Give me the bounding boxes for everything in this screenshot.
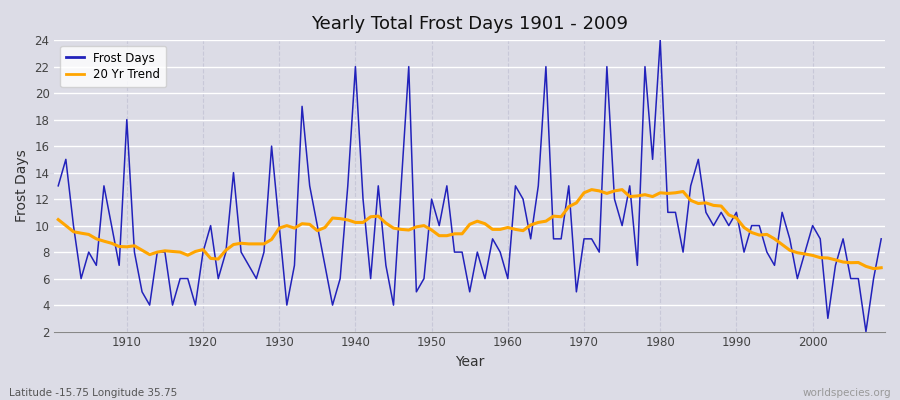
20 Yr Trend	[282, 223, 292, 228]
Frost Days	[327, 303, 338, 308]
Legend: Frost Days, 20 Yr Trend: Frost Days, 20 Yr Trend	[60, 46, 166, 87]
Frost Days	[53, 184, 64, 188]
Title: Yearly Total Frost Days 1901 - 2009: Yearly Total Frost Days 1901 - 2009	[311, 15, 628, 33]
20 Yr Trend	[601, 191, 612, 196]
Text: worldspecies.org: worldspecies.org	[803, 388, 891, 398]
Frost Days	[655, 38, 666, 42]
20 Yr Trend	[586, 187, 597, 192]
Y-axis label: Frost Days: Frost Days	[15, 150, 29, 222]
Frost Days	[502, 276, 513, 281]
20 Yr Trend	[868, 266, 879, 271]
20 Yr Trend	[113, 244, 124, 249]
Line: Frost Days: Frost Days	[58, 40, 881, 332]
Frost Days	[876, 236, 886, 241]
20 Yr Trend	[502, 225, 513, 230]
20 Yr Trend	[53, 217, 64, 222]
Frost Days	[113, 263, 124, 268]
Frost Days	[594, 250, 605, 254]
Line: 20 Yr Trend: 20 Yr Trend	[58, 190, 881, 269]
20 Yr Trend	[876, 265, 886, 270]
20 Yr Trend	[495, 227, 506, 232]
Text: Latitude -15.75 Longitude 35.75: Latitude -15.75 Longitude 35.75	[9, 388, 177, 398]
Frost Days	[860, 329, 871, 334]
Frost Days	[495, 250, 506, 254]
Frost Days	[282, 303, 292, 308]
X-axis label: Year: Year	[455, 355, 484, 369]
20 Yr Trend	[327, 216, 338, 220]
